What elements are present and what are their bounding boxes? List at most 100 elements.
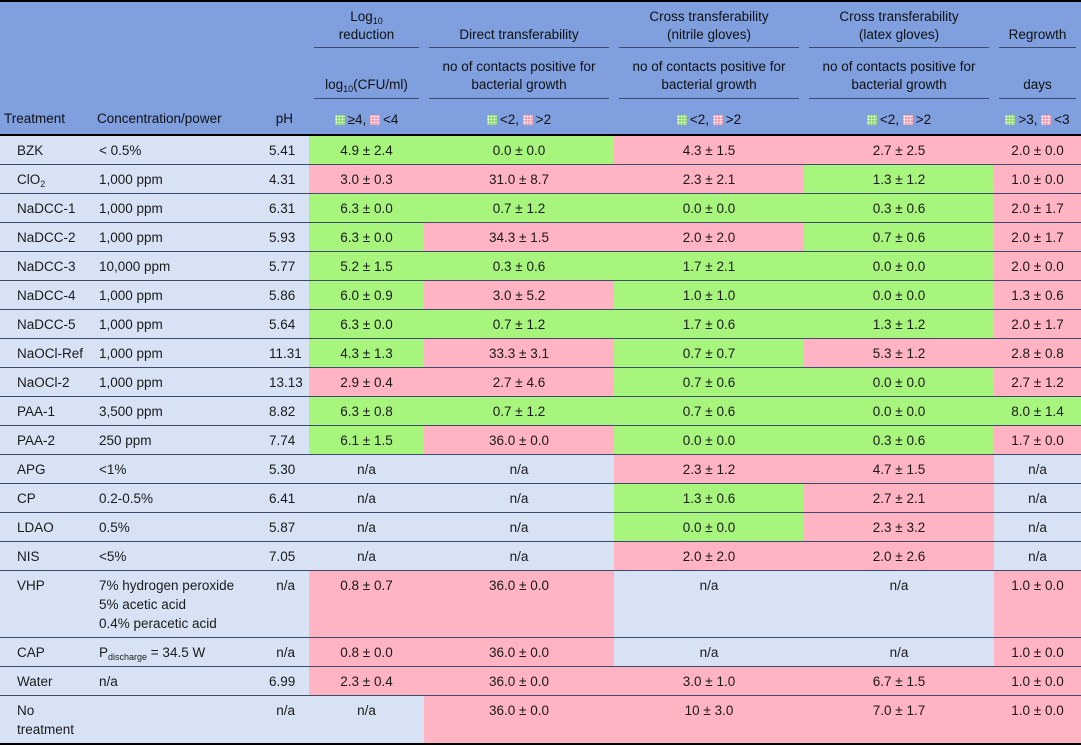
pink-swatch-icon [712, 115, 723, 125]
header-log-unit: log10(CFU/ml) [309, 48, 424, 99]
table-cell: 6.41 [265, 483, 309, 513]
table-cell: 0.7 ± 0.6 [614, 367, 804, 397]
table-cell: 0.3 ± 0.6 [804, 425, 994, 455]
table-cell: 4.3 ± 1.3 [309, 338, 424, 368]
table-cell [93, 695, 265, 744]
table-cell: 1,000 ppm [93, 193, 265, 223]
table-cell: 1.0 ± 0.0 [994, 637, 1081, 667]
table-cell: VHP [0, 570, 93, 638]
header-direct-transferability: Direct transferability [424, 1, 614, 48]
table-row: No treatment n/a n/a 36.0 ± 0.0 10 ± 3.0 7.0 ±… [0, 695, 1081, 744]
table-cell: 2.9 ± 0.4 [309, 367, 424, 397]
table-cell: 3.0 ± 0.3 [309, 164, 424, 194]
table-cell: n/a [309, 483, 424, 513]
table-cell: 5.30 [265, 454, 309, 484]
table-cell: 1.7 ± 0.0 [994, 425, 1081, 455]
table-cell: 6.3 ± 0.0 [309, 309, 424, 339]
header-concentration: Concentration/power [93, 99, 265, 135]
table-cell: 1.0 ± 0.0 [994, 570, 1081, 638]
table-cell: 31.0 ± 8.7 [424, 164, 614, 194]
table-cell: 6.3 ± 0.8 [309, 396, 424, 426]
table-cell: 1.7 ± 0.6 [614, 309, 804, 339]
table-cell: 6.1 ± 1.5 [309, 425, 424, 455]
header-blank-3 [265, 1, 309, 48]
table-cell: 2.7 ± 2.5 [804, 135, 994, 165]
table-header: Log10 reduction Direct transferability Cr… [0, 1, 1081, 135]
table-row: NaDCC-2 1,000 ppm 5.93 6.3 ± 0.0 34.3 ± 1.5 2… [0, 222, 1081, 252]
table-cell: 0.3 ± 0.6 [804, 193, 994, 223]
header-direct-unit: no of contacts positive for bacterial gr… [424, 48, 614, 99]
table-cell: 1,000 ppm [93, 280, 265, 310]
table-cell: APG [0, 454, 93, 484]
table-cell: n/a [994, 512, 1081, 542]
table-cell: 33.3 ± 3.1 [424, 338, 614, 368]
table-row: NaDCC-5 1,000 ppm 5.64 6.3 ± 0.0 0.7 ± 1.2 1.… [0, 309, 1081, 339]
table-cell: 6.99 [265, 666, 309, 696]
table-cell: 2.3 ± 3.2 [804, 512, 994, 542]
header-nitrile-unit: no of contacts positive for bacterial gr… [614, 48, 804, 99]
table-row: CP 0.2-0.5% 6.41 n/a n/a 1.3 ± 0.6 2.7 ± 2.1 n/… [0, 483, 1081, 513]
table-cell: 1.3 ± 1.2 [804, 309, 994, 339]
table-cell: 2.7 ± 4.6 [424, 367, 614, 397]
table-cell: 5.93 [265, 222, 309, 252]
table-cell: n/a [994, 541, 1081, 571]
table-cell: 13.13 [265, 367, 309, 397]
header-regrowth: Regrowth [994, 1, 1081, 48]
legend-regrowth: >3, <3 [994, 99, 1081, 135]
table-cell: 1,000 ppm [93, 338, 265, 368]
table-cell: 1.0 ± 0.0 [994, 666, 1081, 696]
table-cell: 0.7 ± 1.2 [424, 193, 614, 223]
header-regrowth-unit: days [994, 48, 1081, 99]
table-cell: 6.3 ± 0.0 [309, 222, 424, 252]
table-cell: n/a [309, 512, 424, 542]
table-cell: 0.7 ± 0.6 [614, 396, 804, 426]
pink-swatch-icon [370, 115, 381, 125]
table-cell: 5.87 [265, 512, 309, 542]
table-cell: 0.0 ± 0.0 [614, 512, 804, 542]
table-cell: NaOCl-2 [0, 367, 93, 397]
table-cell: Pdischarge = 34.5 W [93, 637, 265, 667]
table-cell: n/a [614, 637, 804, 667]
green-swatch-icon [486, 115, 497, 125]
table-cell: 1,000 ppm [93, 164, 265, 194]
table-cell: NaDCC-1 [0, 193, 93, 223]
table-cell: n/a [994, 454, 1081, 484]
table-cell: 3.0 ± 5.2 [424, 280, 614, 310]
table-cell: 0.2-0.5% [93, 483, 265, 513]
table-cell: n/a [424, 541, 614, 571]
table-cell: <1% [93, 454, 265, 484]
table-cell: 2.0 ± 2.0 [614, 541, 804, 571]
header-latex-transferability: Cross transferability (latex gloves) [804, 1, 994, 48]
table-cell: 1.3 ± 1.2 [804, 164, 994, 194]
table-row: NaDCC-3 10,000 ppm 5.77 5.2 ± 1.5 0.3 ± 0.6 1… [0, 251, 1081, 281]
table-cell: LDAO [0, 512, 93, 542]
table-cell: 36.0 ± 0.0 [424, 695, 614, 744]
table-row: PAA-2 250 ppm 7.74 6.1 ± 1.5 36.0 ± 0.0 0.0 ±… [0, 425, 1081, 455]
table-cell: 2.0 ± 1.7 [994, 193, 1081, 223]
table-cell: n/a [424, 454, 614, 484]
table-cell: 7.05 [265, 541, 309, 571]
table-cell: 6.3 ± 0.0 [309, 193, 424, 223]
table-cell: 5.41 [265, 135, 309, 165]
table-row: NaDCC-4 1,000 ppm 5.86 6.0 ± 0.9 3.0 ± 5.2 1.… [0, 280, 1081, 310]
table-row: NaOCl-2 1,000 ppm 13.13 2.9 ± 0.4 2.7 ± 4.6 0… [0, 367, 1081, 397]
table-row: APG <1% 5.30 n/a n/a 2.3 ± 1.2 4.7 ± 1.5 n/a [0, 454, 1081, 484]
table-cell: 6.7 ± 1.5 [804, 666, 994, 696]
table-cell: n/a [309, 695, 424, 744]
legend-log: ≥4, <4 [309, 99, 424, 135]
table-cell: 1,000 ppm [93, 367, 265, 397]
legend-latex: <2, >2 [804, 99, 994, 135]
table-cell: 0.8 ± 0.0 [309, 637, 424, 667]
pink-swatch-icon [522, 115, 533, 125]
table-cell: 1,000 ppm [93, 222, 265, 252]
table-cell: 0.0 ± 0.0 [424, 135, 614, 165]
table-cell: 7.74 [265, 425, 309, 455]
table-cell: PAA-1 [0, 396, 93, 426]
header-log-reduction: Log10 reduction [309, 1, 424, 48]
table-cell: 11.31 [265, 338, 309, 368]
table-cell: n/a [804, 637, 994, 667]
table-cell: NaDCC-5 [0, 309, 93, 339]
pink-swatch-icon [1041, 115, 1052, 125]
table-cell: 0.0 ± 0.0 [804, 280, 994, 310]
